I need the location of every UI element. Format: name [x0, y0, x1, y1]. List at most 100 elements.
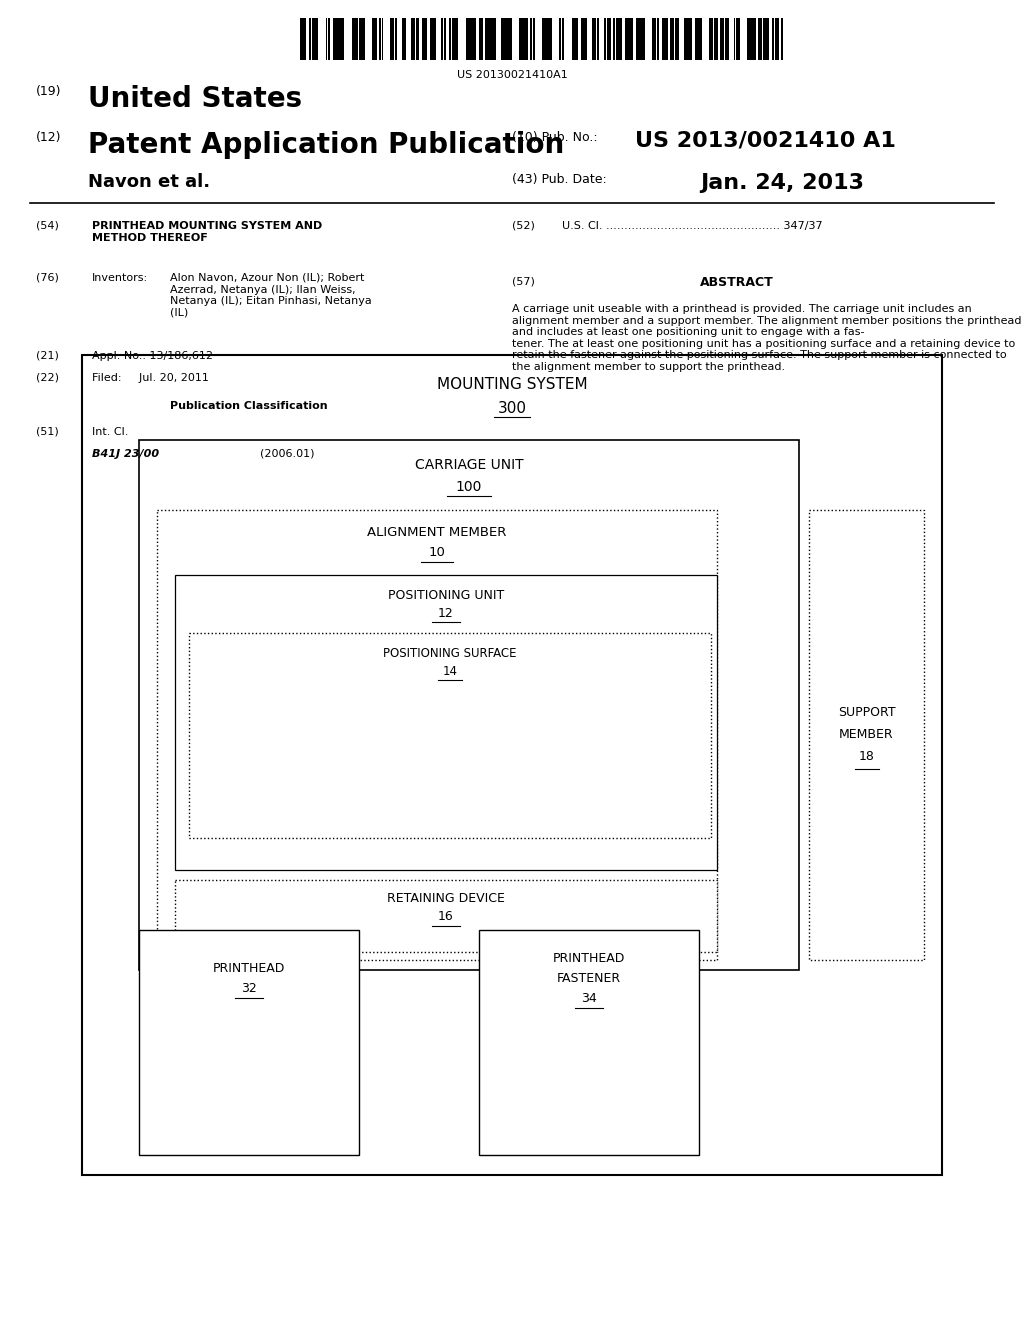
Bar	[404, 18, 407, 59]
Bar	[615, 18, 622, 59]
Bar	[189, 634, 711, 838]
Bar	[430, 18, 431, 59]
Bar	[604, 18, 606, 59]
Bar	[652, 18, 656, 59]
Text: PRINTHEAD: PRINTHEAD	[213, 962, 286, 975]
Bar	[501, 18, 508, 59]
Bar	[656, 18, 659, 59]
Text: Appl. No.: 13/186,612: Appl. No.: 13/186,612	[92, 351, 213, 360]
Text: (54): (54)	[36, 220, 58, 231]
Text: 32: 32	[241, 982, 257, 995]
Bar	[545, 18, 552, 59]
Bar	[714, 18, 718, 59]
Bar	[395, 18, 397, 59]
Bar	[675, 18, 679, 59]
Bar	[736, 18, 739, 59]
Text: ALIGNMENT MEMBER: ALIGNMENT MEMBER	[368, 525, 507, 539]
Bar	[662, 18, 666, 59]
Bar	[424, 18, 427, 59]
Bar	[508, 18, 512, 59]
Bar	[373, 18, 374, 59]
Bar	[472, 18, 476, 59]
Bar	[809, 510, 924, 960]
Text: 18: 18	[858, 751, 874, 763]
Bar	[748, 18, 749, 59]
Text: (12): (12)	[36, 131, 61, 144]
Bar	[695, 18, 698, 59]
Text: SUPPORT: SUPPORT	[838, 706, 895, 719]
Text: 14: 14	[442, 665, 458, 678]
Text: US 2013/0021410 A1: US 2013/0021410 A1	[635, 131, 896, 150]
Text: 300: 300	[498, 401, 526, 416]
Bar	[328, 18, 330, 59]
Bar	[375, 18, 377, 59]
Text: United States: United States	[88, 84, 302, 114]
Bar	[581, 18, 583, 59]
Text: POSITIONING UNIT: POSITIONING UNIT	[388, 589, 504, 602]
Bar	[636, 18, 638, 59]
Bar	[699, 18, 701, 59]
Bar	[577, 18, 578, 59]
Bar	[175, 576, 717, 870]
Bar	[449, 18, 452, 59]
Bar	[485, 18, 492, 59]
Bar	[411, 18, 415, 59]
Bar	[521, 18, 527, 59]
Text: RETAINING DEVICE: RETAINING DEVICE	[387, 892, 505, 906]
Bar	[466, 18, 472, 59]
Text: (10) Pub. No.:: (10) Pub. No.:	[512, 131, 598, 144]
Text: Jan. 24, 2013: Jan. 24, 2013	[700, 173, 864, 193]
Text: 12: 12	[438, 607, 454, 620]
Text: 16: 16	[438, 909, 454, 923]
Bar	[750, 18, 756, 59]
Bar	[684, 18, 688, 59]
Text: Filed:     Jul. 20, 2011: Filed: Jul. 20, 2011	[92, 374, 209, 383]
Bar	[479, 18, 480, 59]
Text: (57): (57)	[512, 276, 535, 286]
Text: (2006.01): (2006.01)	[260, 449, 314, 459]
Bar	[607, 18, 611, 59]
Text: A carriage unit useable with a printhead is provided. The carriage unit includes: A carriage unit useable with a printhead…	[512, 304, 1022, 372]
Text: (43) Pub. Date:: (43) Pub. Date:	[512, 173, 607, 186]
Bar	[710, 18, 713, 59]
Bar	[82, 355, 942, 1175]
Text: 100: 100	[456, 480, 482, 494]
Bar	[334, 18, 340, 59]
Text: (22): (22)	[36, 374, 59, 383]
Bar	[139, 931, 359, 1155]
Bar	[309, 18, 311, 59]
Bar	[763, 18, 769, 59]
Bar	[671, 18, 675, 59]
Bar	[300, 18, 306, 59]
Bar	[432, 18, 436, 59]
Bar	[390, 18, 394, 59]
Bar	[481, 18, 482, 59]
Bar	[444, 18, 445, 59]
Bar	[781, 18, 783, 59]
Bar	[422, 18, 424, 59]
Bar	[382, 18, 383, 59]
Text: MOUNTING SYSTEM: MOUNTING SYSTEM	[436, 378, 588, 392]
Bar	[493, 18, 497, 59]
Text: Int. Cl.: Int. Cl.	[92, 426, 128, 437]
Bar	[559, 18, 561, 59]
Bar	[583, 18, 587, 59]
Bar	[543, 18, 545, 59]
Bar	[597, 18, 599, 59]
Bar	[312, 18, 318, 59]
Text: US 20130021410A1: US 20130021410A1	[457, 70, 567, 81]
Text: Inventors:: Inventors:	[92, 273, 148, 282]
Bar	[720, 18, 724, 59]
Text: (51): (51)	[36, 426, 58, 437]
Text: Publication Classification: Publication Classification	[170, 401, 328, 411]
Text: 10: 10	[429, 546, 445, 558]
Bar	[639, 18, 645, 59]
Text: U.S. Cl. ................................................ 347/37: U.S. Cl. ...............................…	[562, 220, 822, 231]
Text: MEMBER: MEMBER	[840, 729, 894, 742]
Text: B41J 23/00: B41J 23/00	[92, 449, 159, 459]
Bar	[530, 18, 532, 59]
Bar	[725, 18, 729, 59]
Text: Alon Navon, Azour Non (IL); Robert
Azerrad, Netanya (IL); Ilan Weiss,
Netanya (I: Alon Navon, Azour Non (IL); Robert Azerr…	[170, 273, 372, 318]
Text: 34: 34	[582, 993, 597, 1005]
Bar	[157, 510, 717, 960]
